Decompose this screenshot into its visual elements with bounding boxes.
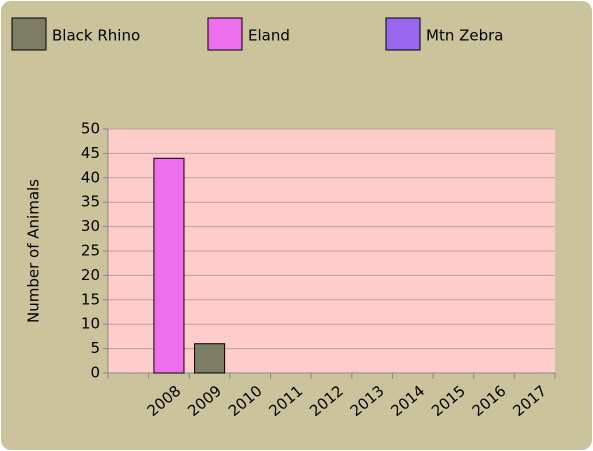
legend-swatch [11,17,47,51]
legend-label: Black Rhino [52,27,140,45]
y-tick-label: 15 [81,290,100,308]
y-tick-label: 25 [81,242,100,260]
y-axis-title: Number of Animals [25,179,43,323]
y-tick-label: 30 [81,217,100,235]
y-tick-label: 35 [81,193,100,211]
legend-swatch [385,17,421,51]
y-tick-label: 45 [81,144,100,162]
y-tick-label: 50 [81,120,100,138]
bar [153,157,185,374]
bar [194,343,226,374]
y-tick-label: 20 [81,266,100,284]
y-tick-label: 0 [90,364,100,382]
legend-label: Eland [248,27,290,45]
y-tick-label: 10 [81,315,100,333]
legend-swatch [207,17,243,51]
legend-label: Mtn Zebra [426,27,503,45]
y-tick-label: 40 [81,168,100,186]
y-tick-label: 5 [90,339,100,357]
